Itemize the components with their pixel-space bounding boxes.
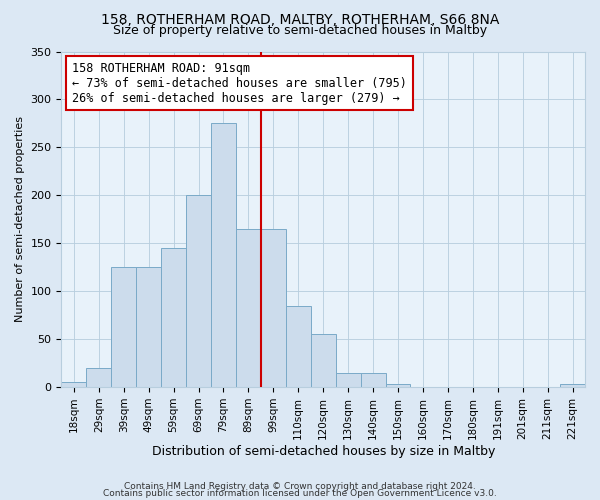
Text: 158, ROTHERHAM ROAD, MALTBY, ROTHERHAM, S66 8NA: 158, ROTHERHAM ROAD, MALTBY, ROTHERHAM, … bbox=[101, 12, 499, 26]
Bar bbox=[61, 382, 86, 387]
Y-axis label: Number of semi-detached properties: Number of semi-detached properties bbox=[15, 116, 25, 322]
Bar bbox=[311, 334, 335, 387]
Bar bbox=[386, 384, 410, 387]
Bar bbox=[361, 372, 386, 387]
Text: 158 ROTHERHAM ROAD: 91sqm
← 73% of semi-detached houses are smaller (795)
26% of: 158 ROTHERHAM ROAD: 91sqm ← 73% of semi-… bbox=[72, 62, 407, 104]
Bar bbox=[86, 368, 111, 387]
Bar bbox=[111, 267, 136, 387]
Bar bbox=[560, 384, 585, 387]
Text: Size of property relative to semi-detached houses in Maltby: Size of property relative to semi-detach… bbox=[113, 24, 487, 37]
Bar bbox=[161, 248, 186, 387]
Bar bbox=[136, 267, 161, 387]
Text: Contains HM Land Registry data © Crown copyright and database right 2024.: Contains HM Land Registry data © Crown c… bbox=[124, 482, 476, 491]
Bar bbox=[236, 229, 261, 387]
X-axis label: Distribution of semi-detached houses by size in Maltby: Distribution of semi-detached houses by … bbox=[152, 444, 495, 458]
Bar bbox=[286, 306, 311, 387]
Bar bbox=[335, 372, 361, 387]
Bar bbox=[186, 196, 211, 387]
Bar bbox=[211, 124, 236, 387]
Bar bbox=[261, 229, 286, 387]
Text: Contains public sector information licensed under the Open Government Licence v3: Contains public sector information licen… bbox=[103, 489, 497, 498]
